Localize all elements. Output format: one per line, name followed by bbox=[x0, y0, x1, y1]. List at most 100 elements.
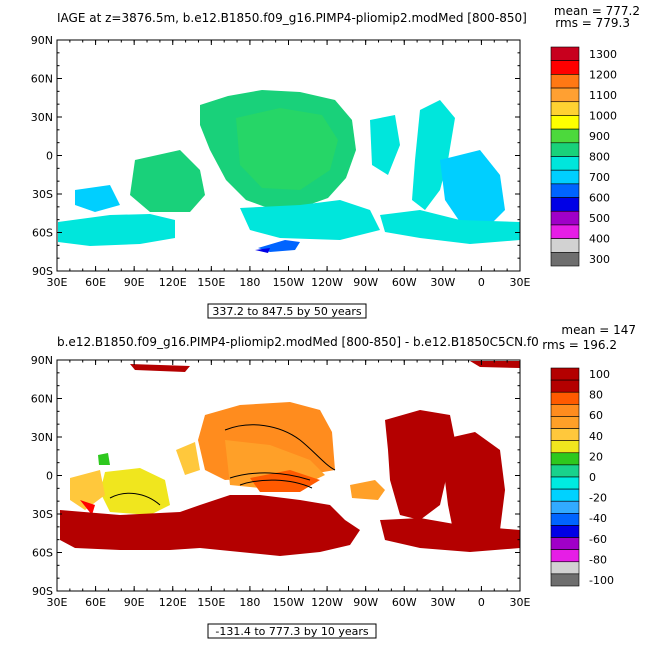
colorbar-label: -40 bbox=[589, 512, 607, 525]
colorbar-swatch bbox=[550, 428, 580, 441]
colorbar-swatch bbox=[550, 561, 580, 575]
colorbar-label: 1200 bbox=[589, 68, 617, 81]
lon-tick-label: 30E bbox=[47, 276, 68, 289]
lon-tick-label: 150W bbox=[273, 596, 305, 609]
colorbar-label: 700 bbox=[589, 171, 610, 184]
lon-tick-label: 30W bbox=[430, 596, 455, 609]
lat-tick-label: 0 bbox=[46, 470, 53, 483]
colorbar-label: -20 bbox=[589, 492, 607, 505]
colorbar-label: 900 bbox=[589, 130, 610, 143]
colorbar-swatch bbox=[550, 252, 580, 267]
rms-label: rms = 779.3 bbox=[555, 16, 630, 30]
colorbar-swatch bbox=[550, 224, 580, 239]
colorbar-label: 800 bbox=[589, 151, 610, 164]
colorbar-swatch bbox=[550, 404, 580, 417]
lon-tick-label: 150E bbox=[197, 276, 225, 289]
range-label: 337.2 to 847.5 by 50 years bbox=[212, 305, 362, 318]
map-panel-iage: IAGE at z=3876.5m, b.e12.B1850.f09_g16.P… bbox=[31, 4, 640, 319]
colorbar-swatch bbox=[550, 210, 580, 226]
lat-tick-label: 30N bbox=[31, 111, 53, 124]
lon-tick-label: 0 bbox=[478, 596, 485, 609]
lat-tick-label: 90N bbox=[31, 34, 53, 47]
lat-tick-label: 60N bbox=[31, 73, 53, 86]
lat-tick-label: 90S bbox=[32, 265, 53, 278]
lon-tick-label: 60E bbox=[85, 596, 106, 609]
colorbar-swatch bbox=[550, 440, 580, 454]
lat-tick-label: 90S bbox=[32, 585, 53, 598]
lat-tick-label: 30S bbox=[32, 508, 53, 521]
colorbar-label: -100 bbox=[589, 574, 614, 587]
colorbar-swatch bbox=[550, 525, 580, 538]
mean-label: mean = 147 bbox=[561, 323, 636, 337]
colorbar-swatch bbox=[550, 142, 580, 157]
lon-tick-label: 180 bbox=[239, 596, 260, 609]
map-field bbox=[60, 361, 520, 556]
lon-tick-label: 30E bbox=[47, 596, 68, 609]
colorbar-swatch bbox=[550, 379, 580, 393]
colorbar-label: 80 bbox=[589, 389, 603, 402]
latitude-ticks: 90N 60N 30N 0 30S 60S 90S bbox=[31, 34, 520, 278]
lat-tick-label: 0 bbox=[46, 150, 53, 163]
colorbar-label: -80 bbox=[589, 553, 607, 566]
lat-tick-label: 60S bbox=[32, 227, 53, 240]
colorbar-swatch bbox=[550, 60, 580, 75]
latitude-ticks: 90N 60N 30N 0 30S 60S 90S bbox=[31, 354, 520, 598]
lon-tick-label: 180 bbox=[239, 276, 260, 289]
lat-tick-label: 30N bbox=[31, 431, 53, 444]
colorbar-swatch bbox=[550, 101, 580, 116]
lon-tick-label: 120E bbox=[159, 276, 187, 289]
panel-title: IAGE at z=3876.5m, b.e12.B1850.f09_g16.P… bbox=[57, 11, 527, 25]
lon-tick-label: 30W bbox=[430, 276, 455, 289]
colorbar-label: 400 bbox=[589, 233, 610, 246]
colorbar-swatch bbox=[550, 573, 580, 587]
colorbar-swatch bbox=[550, 391, 580, 405]
lon-tick-label: 150W bbox=[273, 276, 305, 289]
longitude-ticks: 30E 60E 90E 120E 150E 180 150W 120W 90W 60W 30W 0 30… bbox=[47, 40, 531, 289]
colorbar-swatch bbox=[550, 169, 580, 185]
colorbar-label: 40 bbox=[589, 430, 603, 443]
colorbar-swatch bbox=[550, 156, 580, 171]
lon-tick-label: 0 bbox=[478, 276, 485, 289]
colorbar-swatch bbox=[550, 197, 580, 212]
colorbar-label: 1300 bbox=[589, 48, 617, 61]
range-box bbox=[207, 623, 377, 639]
colorbar-swatch bbox=[550, 513, 580, 526]
panel-title: b.e12.B1850.f09_g16.PIMP4-pliomip2.modMe… bbox=[57, 335, 539, 349]
colorbar-swatch bbox=[550, 238, 580, 253]
longitude-ticks: 30E 60E 90E 120E 150E 180 150W 120W 90W 60W 30W 0 30… bbox=[47, 360, 531, 609]
colorbar-swatch bbox=[550, 500, 580, 514]
colorbar-swatch bbox=[550, 416, 580, 429]
colorbar-swatch bbox=[550, 488, 580, 502]
colorbar-swatch bbox=[550, 183, 580, 198]
colorbar-swatch bbox=[550, 549, 580, 563]
colorbar-swatch bbox=[550, 74, 580, 89]
lat-tick-label: 60N bbox=[31, 393, 53, 406]
lon-tick-label: 60W bbox=[392, 596, 417, 609]
colorbar-swatch bbox=[550, 367, 580, 381]
colorbar-label: 500 bbox=[589, 212, 610, 225]
colorbar-label: 0 bbox=[589, 471, 596, 484]
lon-tick-label: 90E bbox=[124, 596, 145, 609]
lon-tick-label: 150E bbox=[197, 596, 225, 609]
colorbar-label: 600 bbox=[589, 192, 610, 205]
mean-label: mean = 777.2 bbox=[554, 4, 640, 18]
colorbar-label: -60 bbox=[589, 533, 607, 546]
colorbar-label: 100 bbox=[589, 368, 610, 381]
colorbar: 1300 1200 1100 1000 900 800 700 600 500 400 300 bbox=[550, 46, 617, 267]
colorbar-swatch bbox=[550, 128, 580, 144]
range-box bbox=[207, 303, 367, 319]
colorbar-swatch bbox=[550, 537, 580, 550]
lat-tick-label: 60S bbox=[32, 547, 53, 560]
colorbar-label: 20 bbox=[589, 450, 603, 463]
colorbar-swatch bbox=[550, 115, 580, 130]
lon-tick-label: 60W bbox=[392, 276, 417, 289]
lon-tick-label: 120W bbox=[311, 596, 343, 609]
map-field bbox=[58, 90, 520, 253]
range-label: -131.4 to 777.3 by 10 years bbox=[215, 625, 369, 638]
lon-tick-label: 90W bbox=[353, 596, 378, 609]
map-panel-difference: b.e12.B1850.f09_g16.PIMP4-pliomip2.modMe… bbox=[31, 323, 636, 639]
lon-tick-label: 120E bbox=[159, 596, 187, 609]
colorbar-swatch bbox=[550, 87, 580, 103]
lon-tick-label: 60E bbox=[85, 276, 106, 289]
colorbar-swatch bbox=[550, 464, 580, 478]
